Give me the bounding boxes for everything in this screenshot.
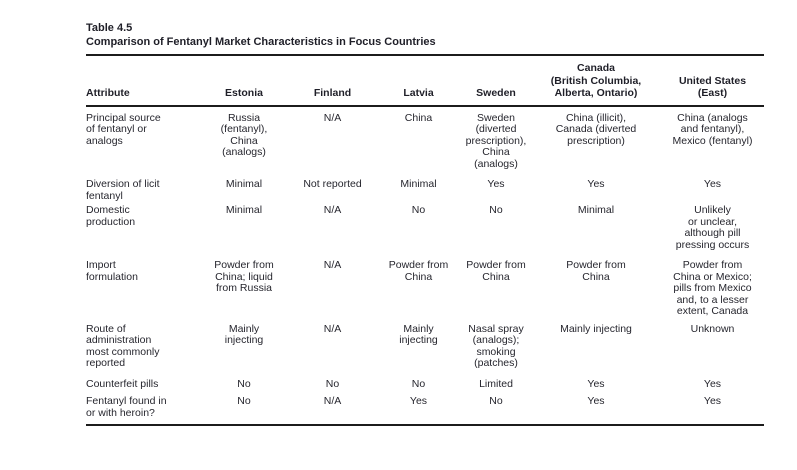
table-cell: Powder from China <box>388 259 449 283</box>
table-row-import-formulation: Import formulation Powder from China; li… <box>86 251 764 318</box>
table-cell: N/A <box>323 259 342 271</box>
header-row: Attribute Estonia Finland Latvia Sweden … <box>86 55 764 107</box>
table-cell: Yes <box>487 178 505 190</box>
table-cell: No <box>237 377 251 390</box>
table-cell: Yes <box>587 178 605 190</box>
table-cell: Yes <box>587 377 605 390</box>
table-title: Comparison of Fentanyl Market Characteri… <box>86 36 436 48</box>
table-cell: No <box>489 395 503 407</box>
table-cell: Unlikely or unclear, although pill press… <box>675 204 750 251</box>
table-cell: Nasal spray (analogs); smoking (patches) <box>468 322 524 369</box>
table-cell: N/A <box>323 111 342 124</box>
table-cell: Yes <box>409 395 428 407</box>
table-cell: Mainly injecting <box>224 322 264 346</box>
table-label: Table 4.5 <box>86 22 133 34</box>
table-cell-attribute: Diversion of licit fentanyl <box>86 178 160 202</box>
table-cell: China (analogs and fentanyl), Mexico (fe… <box>672 111 753 147</box>
column-header-finland: Finland <box>289 55 376 107</box>
table-cell: Yes <box>703 377 722 390</box>
table-cell: Sweden (diverted prescription), China (a… <box>465 111 527 170</box>
table-cell: Russia (fentanyl), China (analogs) <box>220 111 268 158</box>
table-cell: Mainly injecting <box>560 322 632 335</box>
table-cell-attribute: Counterfeit pills <box>86 377 159 390</box>
table-row-counterfeit-pills: Counterfeit pills No No No Limited Yes Y… <box>86 370 764 391</box>
table-cell: No <box>489 204 503 216</box>
table-cell: No <box>411 377 426 390</box>
table-cell: Powder from China <box>566 259 626 283</box>
column-header-united-states: United States (East) <box>661 55 764 107</box>
table-cell: N/A <box>323 395 342 407</box>
table-cell: Powder from China; liquid from Russia <box>214 259 274 294</box>
column-header-estonia: Estonia <box>199 55 289 107</box>
table-row-route-of-administration: Route of administration most commonly re… <box>86 318 764 370</box>
column-header-attribute: Attribute <box>86 55 199 107</box>
table-row-principal-source: Principal source of fentanyl or analogs … <box>86 106 764 171</box>
table-cell: Minimal <box>225 204 263 216</box>
table-block: Table 4.5 Comparison of Fentanyl Market … <box>86 21 764 426</box>
table-cell-attribute: Principal source of fentanyl or analogs <box>86 111 161 147</box>
table-row-domestic-production: Domestic production Minimal N/A No No Mi… <box>86 202 764 251</box>
table-row-diversion: Diversion of licit fentanyl Minimal Not … <box>86 170 764 202</box>
table-cell: N/A <box>323 322 342 335</box>
table-row-fentanyl-with-heroin: Fentanyl found in or with heroin? No N/A… <box>86 390 764 425</box>
column-header-sweden: Sweden <box>461 55 531 107</box>
table-cell: N/A <box>323 204 342 216</box>
table-cell-attribute: Domestic production <box>86 204 136 228</box>
table-cell-attribute: Fentanyl found in or with heroin? <box>86 395 167 419</box>
table-cell: China (illicit), Canada (diverted prescr… <box>555 111 637 147</box>
fentanyl-market-table: Attribute Estonia Finland Latvia Sweden … <box>86 54 764 426</box>
column-header-latvia: Latvia <box>376 55 461 107</box>
table-cell: Powder from China <box>466 259 526 283</box>
column-header-canada: Canada (British Columbia, Alberta, Ontar… <box>531 55 661 107</box>
table-cell: Not reported <box>303 178 362 190</box>
table-cell: Yes <box>703 178 722 190</box>
table-cell: Yes <box>587 395 605 407</box>
table-cell: Minimal <box>225 178 263 190</box>
table-cell: Limited <box>479 377 513 390</box>
table-cell: Mainly injecting <box>399 322 438 346</box>
table-cell: Minimal <box>577 204 615 216</box>
table-cell: China <box>404 111 433 124</box>
table-cell: No <box>325 377 340 390</box>
table-cell-attribute: Import formulation <box>86 259 138 283</box>
table-cell: Unknown <box>690 322 735 335</box>
table-cell: No <box>411 204 426 216</box>
table-cell: Powder from China or Mexico; pills from … <box>673 259 752 317</box>
table-cell: Yes <box>703 395 722 407</box>
table-cell-attribute: Route of administration most commonly re… <box>86 322 160 369</box>
table-cell: Minimal <box>400 178 437 190</box>
table-cell: No <box>237 395 251 407</box>
